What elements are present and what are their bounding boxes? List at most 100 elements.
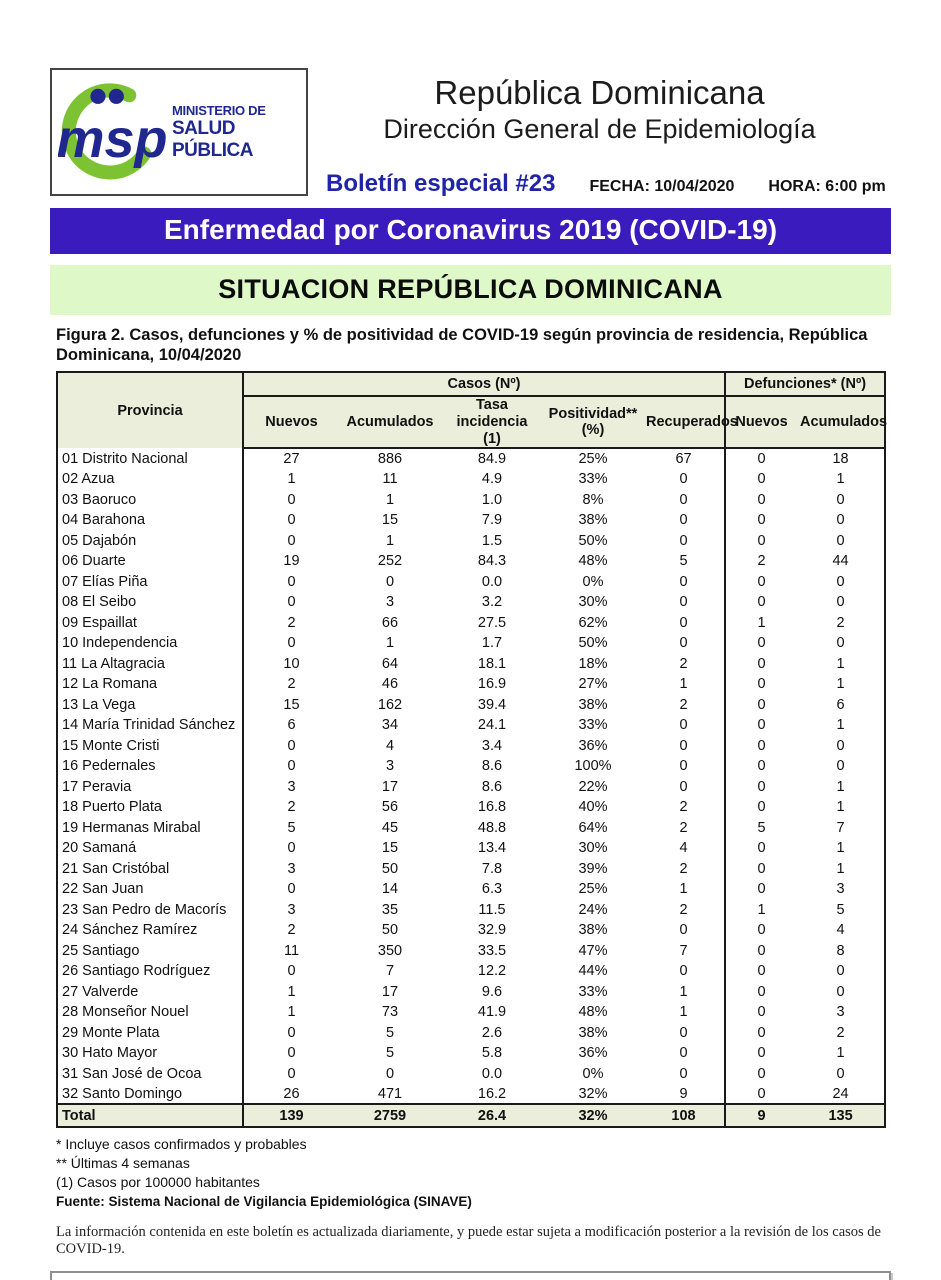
province-cell: 30 Hato Mayor [57, 1042, 244, 1064]
province-cell: 32 Santo Domingo [57, 1083, 244, 1105]
value-cell: 32.9 [441, 919, 543, 941]
province-cell: 05 Dajabón [57, 530, 244, 551]
table-row: 02 Azua 1 11 4.9 33% 0 0 1 [57, 468, 886, 490]
value-cell: 0 [725, 694, 798, 715]
total-row: Total 139 2759 26.4 32% 108 9 135 [57, 1103, 886, 1128]
value-cell: 1 [797, 796, 886, 818]
logo-ministry-line2: SALUD PÚBLICA [172, 117, 253, 161]
value-cell: 886 [339, 448, 441, 469]
value-cell: 2 [243, 612, 339, 633]
value-cell: 0 [643, 919, 727, 941]
value-cell: 0 [243, 571, 339, 592]
table-row: 28 Monseñor Nouel 1 73 41.9 48% 1 0 3 [57, 1001, 886, 1023]
value-cell: 0 [725, 468, 798, 490]
table-row: 20 Samaná 0 15 13.4 30% 4 0 1 [57, 837, 886, 859]
bulletin-time: HORA: 6:00 pm [768, 178, 886, 195]
province-cell: 15 Monte Cristi [57, 735, 244, 756]
value-cell: 0.0 [441, 571, 543, 592]
value-cell: 0 [243, 735, 339, 756]
disclaimer-note: La información contenida en este boletín… [56, 1224, 881, 1258]
value-cell: 11.5 [441, 899, 543, 920]
value-cell: 6 [243, 714, 339, 736]
province-cell: 04 Barahona [57, 509, 244, 531]
total-value: 139 [243, 1103, 339, 1128]
value-cell: 0 [797, 755, 886, 777]
value-cell: 2 [243, 673, 339, 695]
col-header-sublabel: (%) [581, 422, 605, 439]
table-row: 30 Hato Mayor 0 5 5.8 36% 0 0 1 [57, 1042, 886, 1064]
table-footer: Total 139 2759 26.4 32% 108 9 135 [57, 1103, 886, 1128]
value-cell: 40% [543, 796, 643, 818]
value-cell: 0 [725, 1001, 798, 1023]
disease-banner: Enfermedad por Coronavirus 2019 (COVID-1… [50, 208, 891, 254]
province-cell: 22 San Juan [57, 878, 244, 900]
value-cell: 1 [797, 858, 886, 879]
value-cell: 0 [243, 509, 339, 531]
value-cell: 3 [339, 591, 441, 613]
value-cell: 7 [643, 940, 727, 961]
cases-table: Provincia Casos (Nº) Defunciones* (Nº) N… [56, 371, 888, 1129]
col-header-positividad: Positividad** (%) [543, 396, 643, 450]
value-cell: 5.8 [441, 1042, 543, 1064]
value-cell: 38% [543, 694, 643, 715]
value-cell: 0 [725, 878, 798, 900]
value-cell: 73 [339, 1001, 441, 1023]
country-title: República Dominicana [434, 74, 765, 111]
table-row: 22 San Juan 0 14 6.3 25% 1 0 3 [57, 878, 886, 900]
province-cell: 29 Monte Plata [57, 1022, 244, 1043]
value-cell: 1 [797, 673, 886, 695]
value-cell: 17 [339, 981, 441, 1002]
value-cell: 0 [643, 714, 727, 736]
table-row: 13 La Vega 15 162 39.4 38% 2 0 6 [57, 694, 886, 715]
value-cell: 4.9 [441, 468, 543, 490]
table-row: 01 Distrito Nacional 27 886 84.9 25% 67 0 18 [57, 448, 886, 469]
province-cell: 12 La Romana [57, 673, 244, 695]
value-cell: 0 [243, 591, 339, 613]
col-group-defunciones: Defunciones* (Nº) [725, 372, 886, 398]
value-cell: 0 [797, 735, 886, 756]
value-cell: 5 [797, 899, 886, 920]
value-cell: 50 [339, 858, 441, 879]
value-cell: 27% [543, 673, 643, 695]
value-cell: 0 [643, 776, 727, 797]
province-cell: 11 La Altagracia [57, 653, 244, 674]
value-cell: 46 [339, 673, 441, 695]
value-cell: 8.6 [441, 755, 543, 777]
total-value: 108 [643, 1103, 727, 1128]
table-row: 18 Puerto Plata 2 56 16.8 40% 2 0 1 [57, 796, 886, 818]
value-cell: 5 [339, 1022, 441, 1043]
col-header-nuevos: Nuevos [243, 396, 339, 450]
province-cell: 27 Valverde [57, 981, 244, 1002]
table-row: 17 Peravia 3 17 8.6 22% 0 0 1 [57, 776, 886, 797]
value-cell: 50% [543, 632, 643, 654]
value-cell: 0 [725, 489, 798, 510]
value-cell: 33.5 [441, 940, 543, 961]
col-header-acumulados: Acumulados [339, 396, 441, 450]
col-header-label: Acumulados [800, 413, 888, 430]
source-note: Fuente: Sistema Nacional de Vigilancia E… [56, 1194, 472, 1210]
value-cell: 0 [725, 530, 798, 551]
value-cell: 1 [643, 878, 727, 900]
value-cell: 2 [243, 919, 339, 941]
value-cell: 24 [797, 1083, 886, 1105]
value-cell: 0 [243, 837, 339, 859]
msp-logo-icon: msp [58, 83, 166, 180]
value-cell: 3 [339, 755, 441, 777]
value-cell: 19 [243, 550, 339, 572]
value-cell: 84.3 [441, 550, 543, 572]
table-row: 08 El Seibo 0 3 3.2 30% 0 0 0 [57, 591, 886, 613]
footnote: (1) Casos por 100000 habitantes [56, 1174, 260, 1191]
col-header-label: Acumulados [346, 413, 434, 430]
value-cell: 26 [243, 1083, 339, 1105]
value-cell: 1.0 [441, 489, 543, 510]
value-cell: 4 [643, 837, 727, 859]
value-cell: 12.2 [441, 960, 543, 982]
logo-text: MINISTERIO DE SALUD PÚBLICA [172, 103, 300, 162]
col-header-sublabel: (1) [483, 430, 501, 447]
col-header-def-nuevos: Nuevos [725, 396, 798, 450]
value-cell: 0 [643, 1042, 727, 1064]
value-cell: 0 [725, 591, 798, 613]
total-value: 9 [725, 1103, 798, 1128]
value-cell: 0 [643, 509, 727, 531]
value-cell: 84.9 [441, 448, 543, 469]
